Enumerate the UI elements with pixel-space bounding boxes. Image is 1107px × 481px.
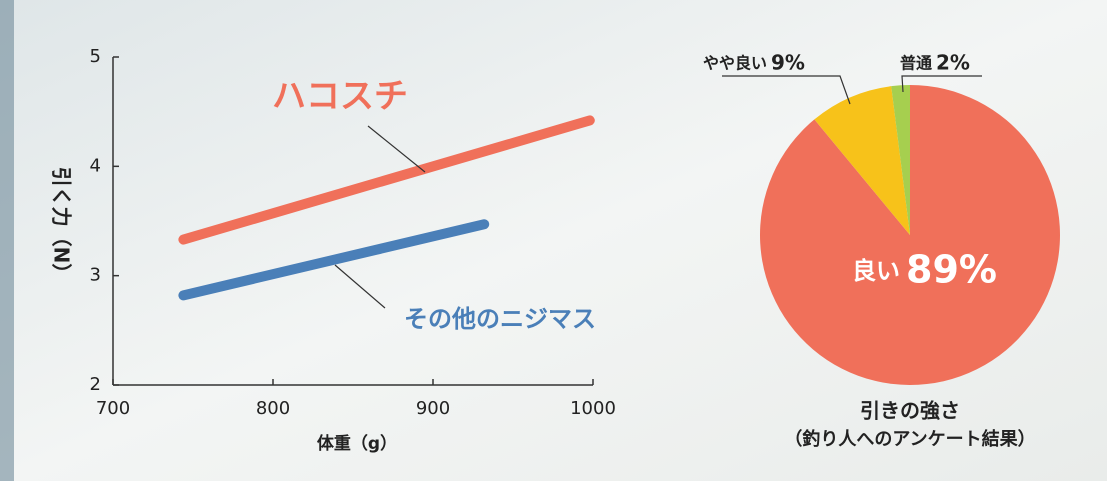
x-tick-label: 700 — [96, 398, 130, 419]
slice-value-label: 89% — [906, 248, 997, 292]
x-tick-label: 1000 — [570, 398, 616, 419]
slice-value-label: 9% — [771, 51, 805, 75]
y-tick-label: 2 — [90, 374, 101, 395]
slice-category: 普通 — [900, 54, 932, 73]
y-tick-label: 3 — [90, 265, 101, 286]
series-label: その他のニジマス — [404, 305, 596, 333]
edge — [0, 0, 14, 481]
y-tick-label: 5 — [90, 46, 101, 67]
slice-category: 良い — [852, 257, 900, 285]
infographic: 体重（g） 引く力（N） 引きの強さ （釣り人へのアンケート結果） 700 800… — [0, 0, 1107, 481]
y-tick-label: 4 — [90, 155, 101, 176]
pie-subtitle: （釣り人へのアンケート結果） — [784, 428, 1035, 450]
slice-category: やや良い — [703, 54, 767, 73]
pie-title: 引きの強さ — [860, 399, 960, 423]
x-tick-label: 900 — [416, 398, 450, 419]
y-axis-label: 引く力（N） — [50, 167, 74, 284]
series-label: ハコスチ — [272, 77, 408, 117]
pie-slice — [760, 85, 1060, 385]
slice-value-label: 2% — [936, 51, 970, 75]
x-tick-label: 800 — [256, 398, 290, 419]
page: 体重（g） 引く力（N） 引きの強さ （釣り人へのアンケート結果） 700 800… — [0, 0, 1107, 481]
x-axis-label: 体重（g） — [317, 433, 397, 454]
